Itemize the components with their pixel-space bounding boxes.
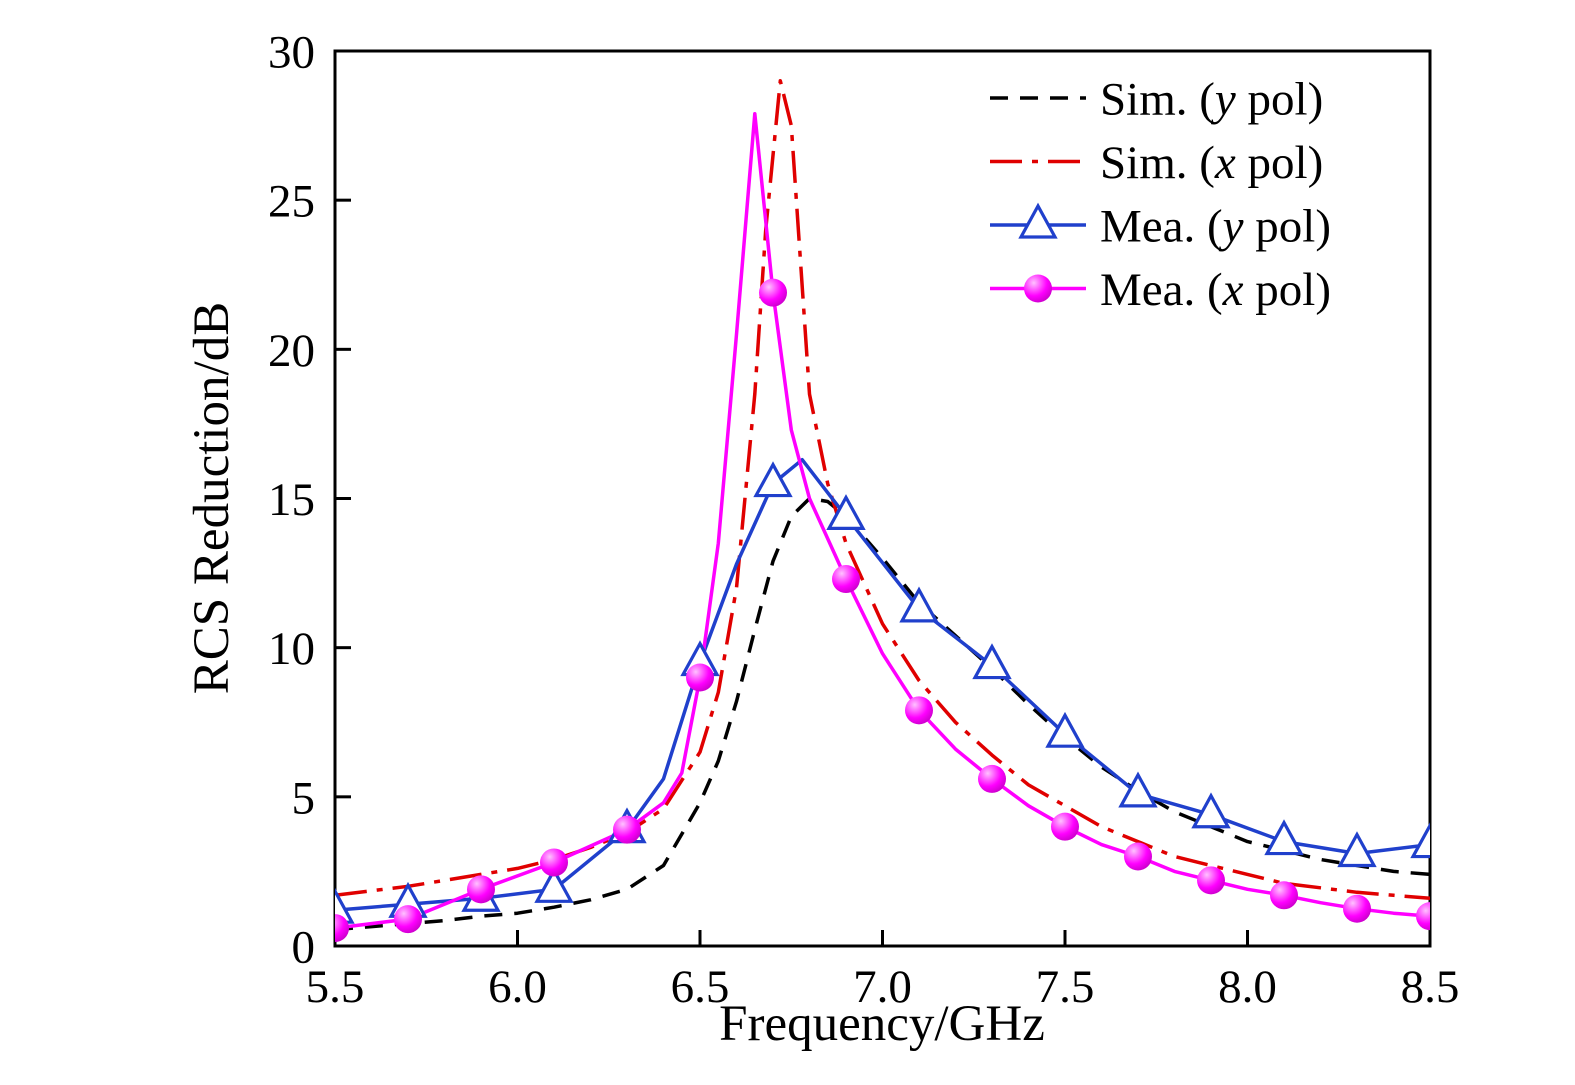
plot-series [335,79,1430,943]
legend-entry-1: Sim. (x pol) [990,137,1323,189]
x-tick-label: 5.5 [306,961,365,1013]
triangle-marker [972,643,1012,680]
ball-marker [467,875,495,904]
triangle-marker [826,494,866,531]
y-tick-label: 30 [268,26,315,78]
legend-entry-0: Sim. (y pol) [990,73,1323,125]
y-axis-label: RCS Reduction/dB [184,301,240,695]
ball-marker [613,815,641,844]
chart-canvas: 5.5 6.0 6.5 7.0 7.5 8.0 8.5 0 5 10 15 20 25 30 Sim. (y… [268,26,1460,1013]
ball-marker [1051,812,1079,841]
triangle-marker [753,461,793,498]
legend-label: Sim. (x pol) [1100,137,1323,189]
ball-marker [335,914,349,943]
ball-marker [1197,866,1225,895]
ball-marker [1416,902,1430,931]
legend: Sim. (y pol) Sim. (x pol) Mea. (y pol) Mea.… [990,73,1331,316]
x-tick-label: 7.0 [853,961,912,1013]
ball-marker [1124,842,1152,871]
triangle-marker [1018,202,1058,239]
triangle-marker [1118,771,1158,808]
legend-label: Mea. (y pol) [1100,200,1331,252]
series-markers-2 [335,461,1430,924]
legend-label: Mea. (x pol) [1100,264,1331,316]
ball-marker [1024,274,1052,303]
y-tick-label: 25 [268,176,315,228]
rcs-reduction-chart: 5.5 6.0 6.5 7.0 7.5 8.0 8.5 0 5 10 15 20 25 30 Sim. (y… [40,16,1575,1069]
ball-marker [1343,894,1371,923]
legend-entry-3: Mea. (x pol) [990,264,1331,316]
ball-marker [905,696,933,725]
triangle-marker [1264,819,1304,856]
ball-marker [759,278,787,307]
y-tick-label: 0 [292,921,316,973]
x-axis-label: Frequency/GHz [719,996,1045,1052]
legend-label: Sim. (y pol) [1100,73,1323,125]
x-tick-label: 6.5 [671,961,730,1013]
series-line-0 [335,496,1430,932]
triangle-marker [335,887,355,924]
legend-entry-2: Mea. (y pol) [990,200,1331,252]
triangle-marker [899,586,939,623]
x-tick-label: 7.5 [1036,961,1095,1013]
series-line-3 [335,111,1430,930]
triangle-marker [1045,711,1085,748]
series-line-2 [335,457,1430,912]
ball-marker [1270,881,1298,910]
x-tick-label: 8.0 [1218,961,1277,1013]
x-tick-label: 8.5 [1401,961,1460,1013]
triangle-marker [1191,792,1231,829]
y-tick-label: 5 [292,772,316,824]
y-tick-label: 20 [268,325,315,377]
triangle-marker [534,866,574,903]
ball-marker [394,905,422,934]
triangle-marker [1337,831,1377,868]
ball-marker [832,565,860,594]
ball-marker [686,663,714,692]
ball-marker [540,848,568,877]
ball-marker [978,764,1006,793]
x-tick-label: 6.0 [488,961,547,1013]
triangle-marker [1410,822,1430,859]
series-markers-3 [335,278,1430,943]
y-tick-label: 15 [268,474,315,526]
x-axis-ticks: 5.5 6.0 6.5 7.0 7.5 8.0 8.5 [306,930,1460,1013]
y-axis-ticks: 0 5 10 15 20 25 30 [268,26,351,973]
y-tick-label: 10 [268,623,315,675]
